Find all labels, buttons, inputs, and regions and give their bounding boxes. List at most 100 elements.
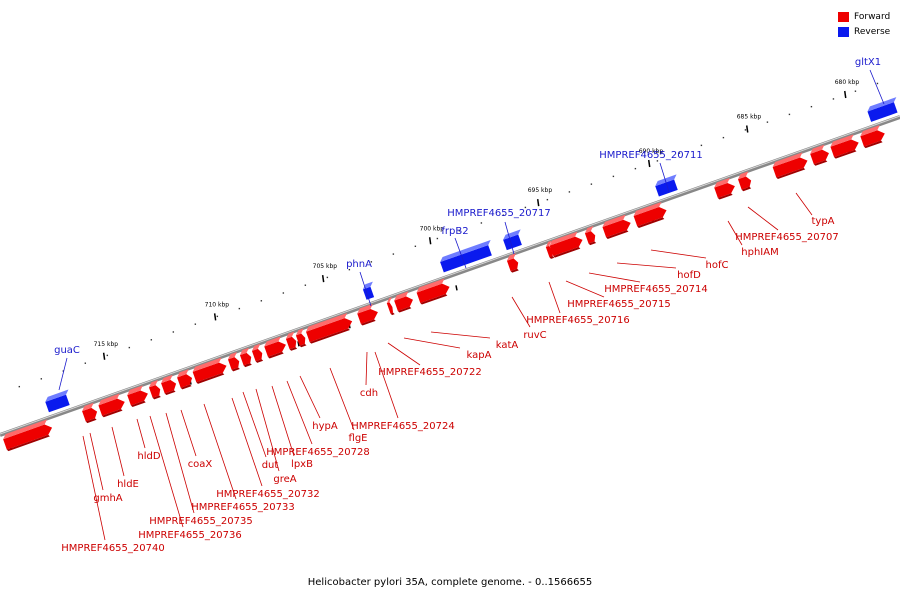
gene-body bbox=[285, 336, 297, 350]
forward-gene bbox=[239, 347, 252, 368]
legend-label-reverse: Reverse bbox=[854, 26, 891, 37]
forward-gene bbox=[810, 144, 829, 166]
leader-line bbox=[271, 385, 295, 457]
minor-tick bbox=[238, 307, 241, 310]
gene-body bbox=[633, 207, 667, 227]
gene-top-face bbox=[867, 97, 897, 112]
minor-tick bbox=[678, 152, 681, 154]
leader-line bbox=[359, 271, 372, 307]
gene-top-face bbox=[394, 291, 409, 301]
gene-shadow bbox=[741, 186, 752, 192]
gene-body bbox=[295, 333, 306, 346]
gene-top-face bbox=[655, 174, 677, 187]
gene-shadow bbox=[606, 230, 629, 239]
gene-body bbox=[549, 236, 583, 257]
gene-shadow bbox=[510, 268, 519, 273]
minor-tick bbox=[370, 261, 373, 263]
gene-body bbox=[98, 398, 125, 416]
minor-tick bbox=[172, 331, 175, 333]
gene-top-face bbox=[830, 134, 854, 147]
gene-top-face bbox=[506, 253, 516, 261]
gene-shadow bbox=[309, 328, 350, 344]
forward-gene bbox=[3, 419, 53, 452]
reverse-gene bbox=[503, 229, 522, 251]
major-tick bbox=[428, 237, 432, 245]
gene-shadow bbox=[717, 193, 733, 200]
gene-label: HMPREF4655_20707 bbox=[735, 232, 838, 243]
gene-label: hldE bbox=[117, 479, 139, 490]
minor-tick bbox=[150, 339, 153, 341]
minor-tick bbox=[634, 167, 637, 170]
minor-tick bbox=[40, 378, 43, 380]
gene-shadow bbox=[360, 319, 376, 326]
gene-top-face bbox=[772, 152, 803, 168]
tick-label: 685 kbp bbox=[737, 113, 762, 120]
leader-line bbox=[58, 357, 68, 391]
leader-line bbox=[374, 351, 399, 419]
gene-shadow bbox=[420, 294, 448, 305]
genome-backbone bbox=[0, 115, 900, 437]
gene-shadow bbox=[588, 241, 597, 246]
leader-line bbox=[795, 192, 813, 216]
gene-shadow bbox=[863, 140, 883, 149]
leader-line bbox=[149, 415, 184, 528]
forward-gene bbox=[738, 171, 752, 192]
gene-label: HMPREF4655_20732 bbox=[216, 489, 319, 500]
gene-top-face bbox=[602, 214, 626, 228]
leader-line bbox=[403, 337, 461, 349]
tick-label: 700 kbp bbox=[420, 225, 445, 232]
leader-line bbox=[82, 435, 106, 541]
minor-tick bbox=[788, 113, 791, 116]
forward-gene bbox=[161, 374, 177, 396]
gene-shadow bbox=[6, 434, 50, 452]
leader-line bbox=[89, 432, 104, 491]
major-tick bbox=[843, 90, 847, 99]
gene-label: HMPREF4655_20740 bbox=[61, 543, 164, 554]
strand-legend: Forward Reverse bbox=[838, 9, 890, 39]
gene-label: hofD bbox=[677, 270, 701, 281]
gene-top-face bbox=[584, 226, 594, 234]
forward-gene bbox=[148, 379, 161, 400]
gene-body bbox=[45, 394, 70, 413]
gene-shadow bbox=[164, 390, 176, 396]
legend-swatch-reverse bbox=[838, 26, 849, 37]
forward-gene bbox=[394, 291, 413, 313]
gene-top-face bbox=[127, 385, 143, 396]
gene-body bbox=[264, 341, 286, 357]
forward-gene bbox=[830, 134, 859, 159]
gene-body bbox=[416, 283, 450, 304]
forward-gene bbox=[127, 385, 148, 408]
gene-label: HMPREF4655_20733 bbox=[191, 502, 294, 513]
gene-shadow bbox=[180, 384, 192, 390]
gene-label: HMPREF4655_20711 bbox=[599, 150, 702, 161]
gene-body bbox=[440, 245, 492, 273]
leader-line bbox=[242, 391, 267, 458]
gene-body bbox=[82, 407, 98, 422]
gene-body bbox=[161, 379, 177, 394]
gene-body bbox=[714, 182, 735, 199]
reverse-gene bbox=[440, 239, 492, 273]
gene-label: HMPREF4655_20722 bbox=[378, 367, 481, 378]
gene-shadow bbox=[813, 160, 828, 166]
gene-label: hofC bbox=[706, 260, 729, 271]
minor-tick bbox=[502, 214, 505, 216]
minor-tick bbox=[480, 222, 483, 224]
gene-top-face bbox=[264, 336, 281, 347]
leader-line bbox=[504, 221, 515, 255]
forward-gene bbox=[82, 402, 98, 424]
gene-label: HMPREF4655_20735 bbox=[149, 516, 252, 527]
leader-line bbox=[203, 403, 237, 500]
minor-tick bbox=[304, 284, 307, 286]
leader-line bbox=[430, 331, 491, 339]
gene-top-face bbox=[503, 229, 521, 240]
gene-top-face bbox=[545, 240, 552, 248]
minor-tick bbox=[524, 206, 527, 209]
gene-label: flgE bbox=[349, 433, 368, 444]
minor-tick bbox=[282, 292, 285, 294]
gene-shadow bbox=[267, 351, 284, 359]
tick-label: 695 kbp bbox=[528, 187, 553, 194]
gene-body bbox=[386, 302, 394, 314]
major-tick bbox=[536, 199, 540, 207]
forward-gene bbox=[306, 312, 353, 344]
